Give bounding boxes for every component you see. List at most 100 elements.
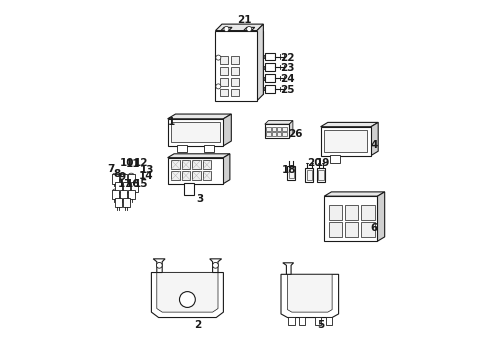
Polygon shape (216, 24, 263, 31)
Bar (220, 67, 228, 75)
Bar (265, 124, 289, 138)
Bar (204, 145, 215, 152)
Text: 8: 8 (114, 168, 121, 179)
Bar (220, 56, 228, 64)
Text: 3: 3 (196, 194, 204, 204)
Bar (192, 171, 201, 180)
Bar (115, 182, 122, 192)
Bar (184, 183, 194, 195)
Polygon shape (324, 192, 385, 196)
Bar (120, 190, 127, 199)
Text: 14: 14 (139, 171, 153, 181)
Polygon shape (221, 27, 232, 31)
Bar (265, 53, 275, 60)
Polygon shape (222, 31, 263, 94)
Bar (361, 205, 374, 220)
Bar (345, 222, 358, 237)
Circle shape (224, 27, 229, 32)
Bar (266, 132, 270, 136)
Text: 24: 24 (280, 74, 295, 84)
Text: 23: 23 (280, 63, 294, 73)
Text: 17: 17 (118, 179, 133, 189)
Text: 18: 18 (282, 165, 296, 175)
Bar (307, 170, 312, 180)
Bar (192, 160, 201, 169)
Bar (216, 31, 257, 101)
Polygon shape (320, 122, 378, 127)
Circle shape (246, 27, 252, 32)
Bar (265, 85, 275, 93)
Bar (176, 145, 187, 152)
Text: 19: 19 (316, 158, 331, 168)
Bar (289, 167, 294, 178)
Bar (171, 160, 180, 169)
Bar (317, 168, 325, 182)
Polygon shape (157, 273, 218, 312)
Polygon shape (281, 274, 339, 318)
Text: 15: 15 (133, 179, 148, 189)
Bar (168, 119, 223, 146)
Bar (277, 127, 281, 131)
Bar (130, 182, 138, 192)
Bar (171, 122, 220, 142)
Polygon shape (265, 121, 293, 124)
Polygon shape (371, 122, 378, 156)
Bar (271, 132, 276, 136)
Bar (315, 317, 321, 325)
Text: 2: 2 (195, 320, 202, 330)
Text: 26: 26 (288, 129, 303, 139)
Bar (127, 174, 135, 184)
Bar (324, 130, 368, 152)
Text: 22: 22 (280, 53, 294, 63)
Text: 7: 7 (107, 164, 115, 174)
Polygon shape (288, 274, 332, 312)
Polygon shape (168, 154, 230, 158)
Bar (127, 190, 135, 199)
Bar (202, 171, 211, 180)
Bar (282, 132, 287, 136)
Circle shape (216, 84, 221, 89)
Bar (299, 317, 305, 325)
Bar (324, 196, 377, 241)
Bar (288, 166, 295, 180)
Polygon shape (210, 259, 221, 273)
Text: 5: 5 (317, 320, 324, 330)
Bar (330, 155, 340, 163)
Bar (345, 205, 358, 220)
Bar (328, 205, 342, 220)
Bar (122, 198, 130, 207)
Bar (282, 127, 287, 131)
Bar (326, 317, 332, 325)
Text: 21: 21 (237, 15, 251, 25)
Bar (305, 168, 314, 182)
Bar (122, 182, 130, 192)
Bar (112, 190, 119, 199)
Bar (265, 63, 275, 71)
Bar (288, 317, 294, 325)
Polygon shape (151, 273, 223, 318)
Bar (328, 222, 342, 237)
Bar (231, 89, 239, 96)
Text: 6: 6 (370, 222, 377, 233)
Text: 16: 16 (126, 179, 141, 189)
Polygon shape (168, 114, 231, 119)
Circle shape (179, 292, 196, 307)
Bar (112, 174, 119, 184)
Bar (220, 89, 228, 96)
Text: 12: 12 (133, 158, 148, 168)
Bar (231, 56, 239, 64)
Bar (168, 158, 223, 184)
Text: 13: 13 (140, 165, 154, 175)
Polygon shape (223, 154, 230, 184)
Bar (220, 78, 228, 86)
Polygon shape (244, 27, 255, 31)
Bar (120, 174, 127, 184)
Bar (318, 170, 324, 180)
Bar (115, 198, 122, 207)
Text: 11: 11 (126, 159, 141, 169)
Text: 20: 20 (307, 158, 321, 168)
Polygon shape (153, 259, 165, 273)
Polygon shape (283, 263, 294, 274)
Bar (266, 127, 270, 131)
Circle shape (156, 262, 162, 268)
